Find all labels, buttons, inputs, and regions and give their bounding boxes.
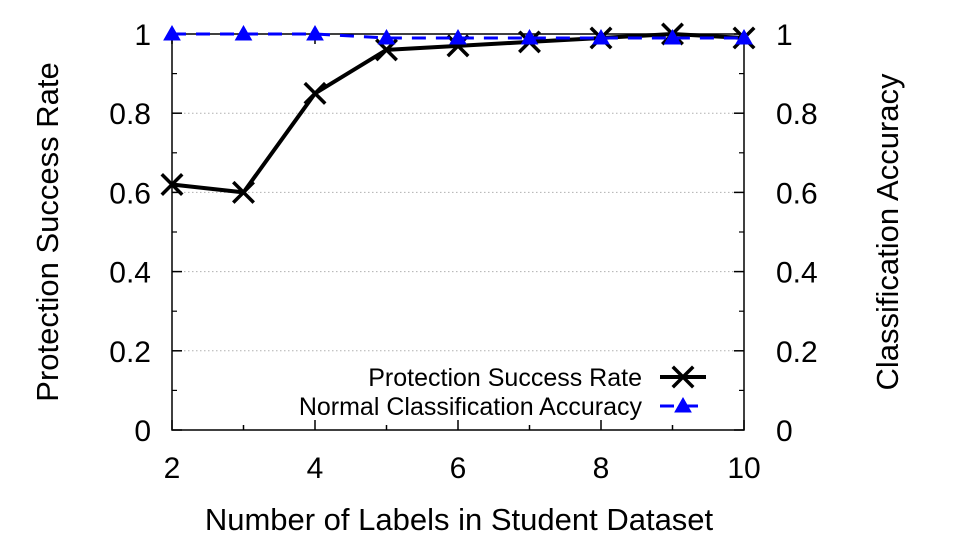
y2-tick-label: 0.6 — [776, 177, 818, 210]
series-line-0 — [171, 32, 745, 195]
legend-marker-protection — [671, 365, 695, 389]
x-axis-title: Number of Labels in Student Dataset — [205, 502, 714, 537]
series-0-point — [303, 81, 327, 105]
series-1-point — [592, 28, 610, 45]
y2-tick-label: 0.4 — [776, 257, 818, 290]
x-tick-label: 6 — [450, 452, 467, 485]
series-1-point — [306, 24, 324, 41]
legend-marker-accuracy — [674, 396, 692, 413]
legend-key-protection — [660, 365, 706, 389]
series-0-point — [160, 173, 184, 196]
legend-key-accuracy — [660, 396, 706, 413]
series-1-point — [735, 28, 753, 45]
series-1-point — [234, 24, 253, 41]
legend-label-accuracy: Normal Classification Accuracy — [299, 393, 643, 421]
y-tick-label: 0.2 — [109, 336, 151, 369]
y2-tick-label: 0.2 — [776, 336, 818, 369]
y2-tick-label: 1 — [776, 19, 793, 52]
x-tick-label: 8 — [593, 452, 610, 485]
series-1-point — [520, 28, 539, 45]
series-1-point — [163, 24, 181, 41]
y2-axis-title: Classification Accuracy — [870, 73, 905, 391]
x-tick-label: 4 — [307, 452, 324, 485]
y-tick-label: 0.6 — [109, 177, 151, 210]
legend: Protection Success Rate Normal Classific… — [299, 364, 706, 421]
legend-label-protection: Protection Success Rate — [368, 364, 642, 392]
y-tick-label: 0 — [134, 415, 151, 448]
y2-tick-label: 0.8 — [776, 98, 818, 131]
series-0-point — [232, 180, 255, 204]
y-axis-title: Protection Success Rate — [30, 62, 65, 401]
series-1-point — [449, 28, 467, 45]
y-tick-label: 0.8 — [109, 98, 151, 131]
y-tick-label: 1 — [134, 19, 151, 52]
grid-lines — [172, 112, 744, 352]
x-tick-label: 10 — [727, 452, 760, 485]
x-tick-label: 2 — [164, 452, 181, 485]
y-tick-label: 0.4 — [109, 257, 151, 290]
series-1-point — [663, 28, 682, 45]
y2-tick-label: 0 — [776, 415, 793, 448]
series-layer — [160, 22, 756, 204]
series-1-point — [377, 28, 396, 45]
